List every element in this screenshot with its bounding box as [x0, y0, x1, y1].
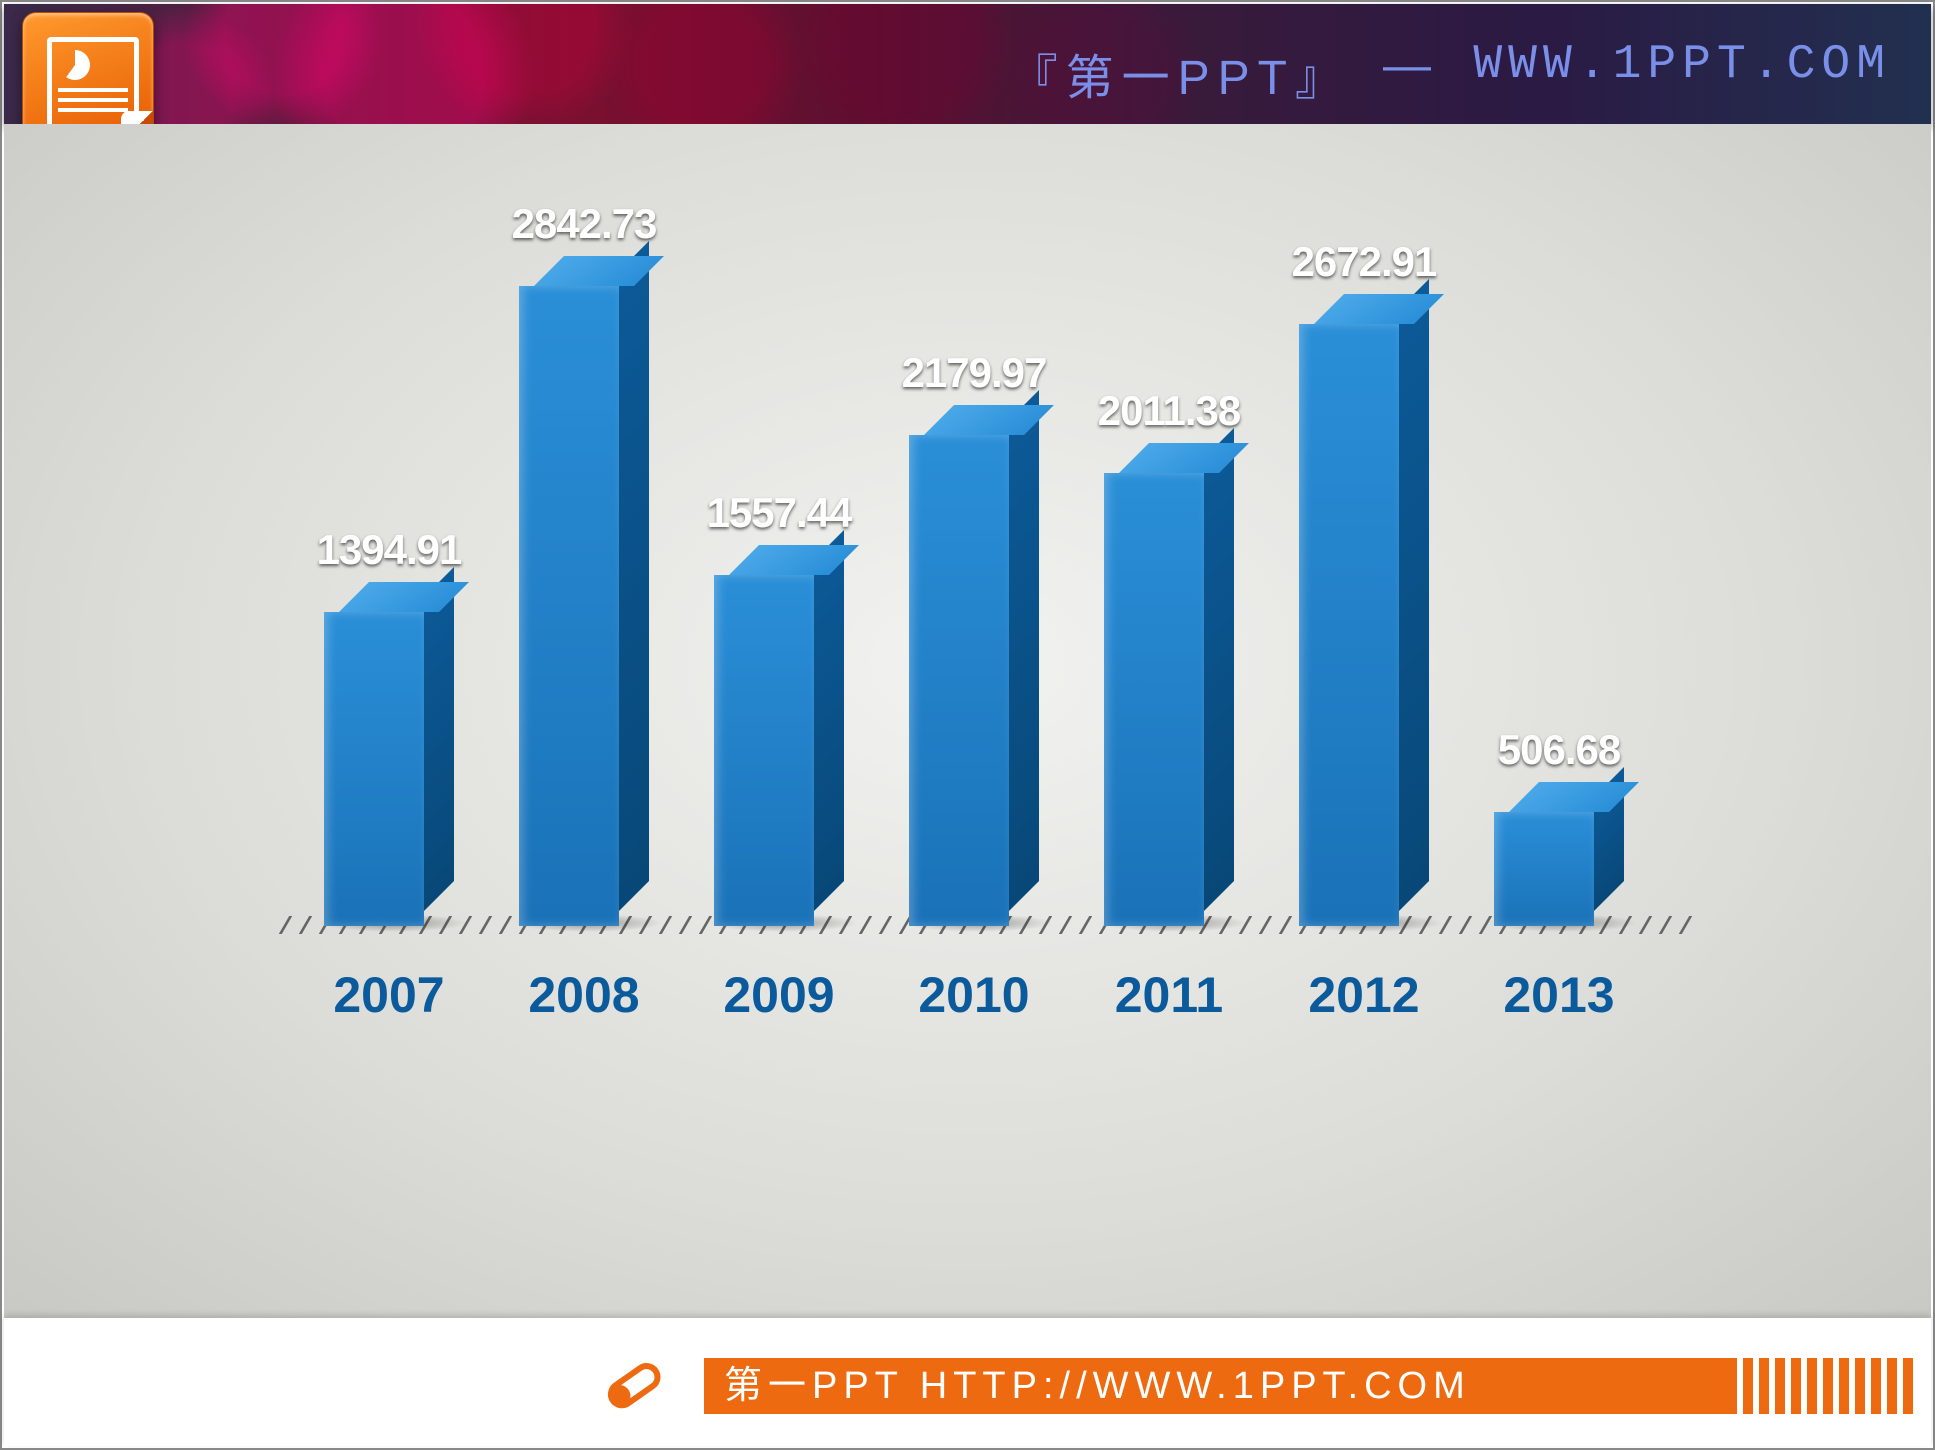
- bar-category-label: 2012: [1264, 966, 1464, 1024]
- bar-value-label: 1557.44: [679, 489, 879, 537]
- pill-icon: [594, 1356, 670, 1416]
- footer-stripes: [1727, 1358, 1919, 1414]
- bar-category-label: 2007: [289, 966, 489, 1024]
- header-brand-text: 『第一PPT』: [1010, 38, 1351, 108]
- bar-category-label: 2011: [1069, 966, 1269, 1024]
- bar-value-label: 2672.91: [1264, 238, 1464, 286]
- bar-category-label: 2013: [1459, 966, 1659, 1024]
- footer-band: 第一PPT HTTP://WWW.1PPT.COM: [4, 1318, 1931, 1446]
- bar-category-label: 2009: [679, 966, 879, 1024]
- header-dash: —: [1383, 38, 1431, 93]
- slide-frame: 『第一PPT』 — WWW.1PPT.COM 1394.91 2007 2842.7…: [0, 0, 1935, 1450]
- bar-category-label: 2010: [874, 966, 1074, 1024]
- slide-body: 1394.91 2007 2842.73 2008 1557.44 2009 2179.97…: [4, 124, 1931, 1320]
- bar-value-label: 506.68: [1459, 726, 1659, 774]
- bar-category-label: 2008: [484, 966, 684, 1024]
- header-url-text: WWW.1PPT.COM: [1473, 38, 1891, 92]
- bar-value-label: 2179.97: [874, 349, 1074, 397]
- header-band: 『第一PPT』 — WWW.1PPT.COM: [4, 4, 1931, 124]
- bar-value-label: 1394.91: [289, 526, 489, 574]
- bar-value-label: 2011.38: [1069, 387, 1269, 435]
- bar-chart: 1394.91 2007 2842.73 2008 1557.44 2009 2179.97…: [284, 184, 1684, 1084]
- bar-value-label: 2842.73: [484, 200, 684, 248]
- footer-text-bar: 第一PPT HTTP://WWW.1PPT.COM: [704, 1358, 1734, 1414]
